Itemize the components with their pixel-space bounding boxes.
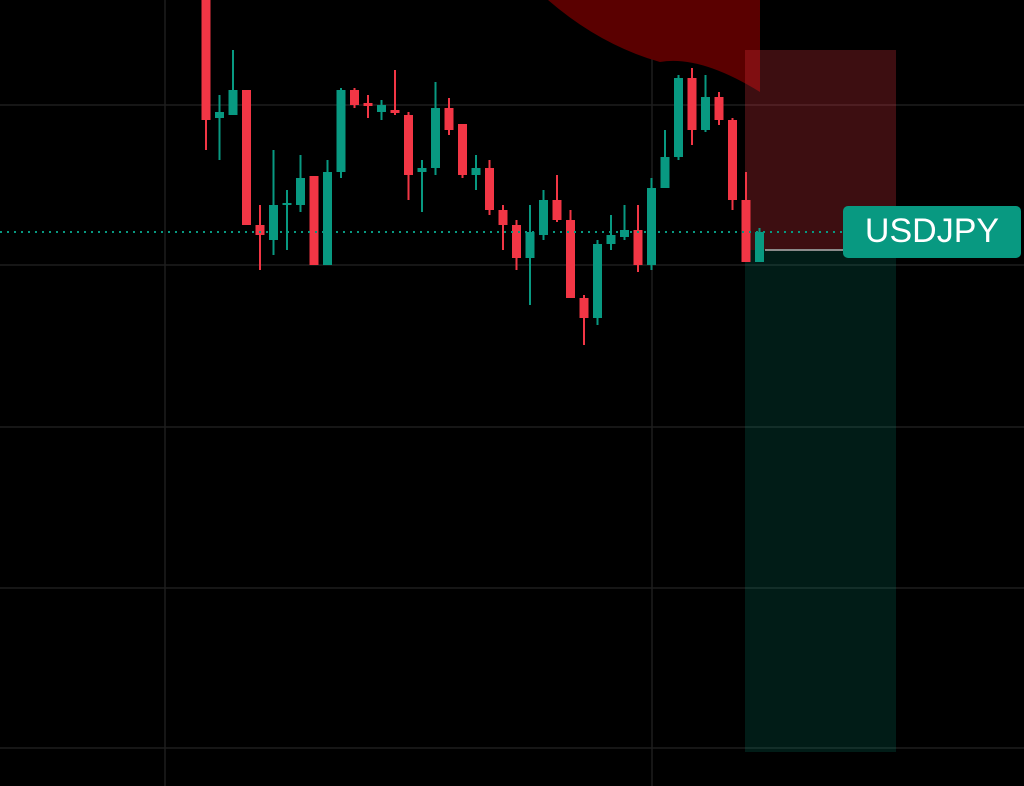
candle-body — [552, 200, 562, 220]
candle-body — [741, 200, 751, 262]
candle-body — [296, 178, 305, 205]
candle-body — [431, 108, 440, 168]
candle-body — [377, 105, 386, 112]
candle-body — [755, 232, 764, 262]
candle-body — [471, 168, 481, 175]
candle-body — [350, 90, 359, 105]
candle-body — [404, 115, 413, 175]
candle-body — [444, 108, 454, 130]
candle-body — [633, 230, 643, 265]
candle-body — [323, 172, 332, 265]
candle-body — [593, 244, 602, 318]
candle-body — [674, 78, 683, 157]
candle-body — [309, 176, 319, 265]
candle-body — [660, 157, 670, 188]
candle-body — [228, 90, 238, 115]
candle-body — [579, 298, 589, 318]
candle-body — [606, 235, 616, 244]
candle-body — [512, 225, 521, 258]
candle-body — [215, 112, 224, 118]
candle-body — [498, 210, 508, 225]
candle-body — [269, 205, 278, 240]
candle-body — [255, 225, 265, 235]
candle-body — [242, 90, 251, 225]
candle-body — [566, 220, 575, 298]
indicator-cloud — [548, 0, 760, 92]
candle-body — [485, 168, 494, 210]
candle-body — [525, 232, 535, 258]
candle-body — [647, 188, 656, 265]
candle-body — [417, 168, 427, 172]
candle-body — [336, 90, 346, 172]
candle-body — [687, 78, 697, 130]
symbol-badge — [843, 206, 1021, 258]
target-zone — [745, 250, 896, 752]
symbol-label: USDJPY — [865, 212, 999, 250]
candle-body — [539, 200, 548, 235]
candle-body — [458, 124, 467, 175]
candle-body — [728, 120, 737, 200]
candle-body — [701, 97, 710, 130]
candle-body — [282, 203, 292, 205]
candle-body — [620, 230, 629, 237]
candle-body — [363, 103, 373, 106]
candle-body — [390, 110, 400, 113]
candle-body — [201, 0, 211, 120]
candle-body — [714, 97, 724, 120]
